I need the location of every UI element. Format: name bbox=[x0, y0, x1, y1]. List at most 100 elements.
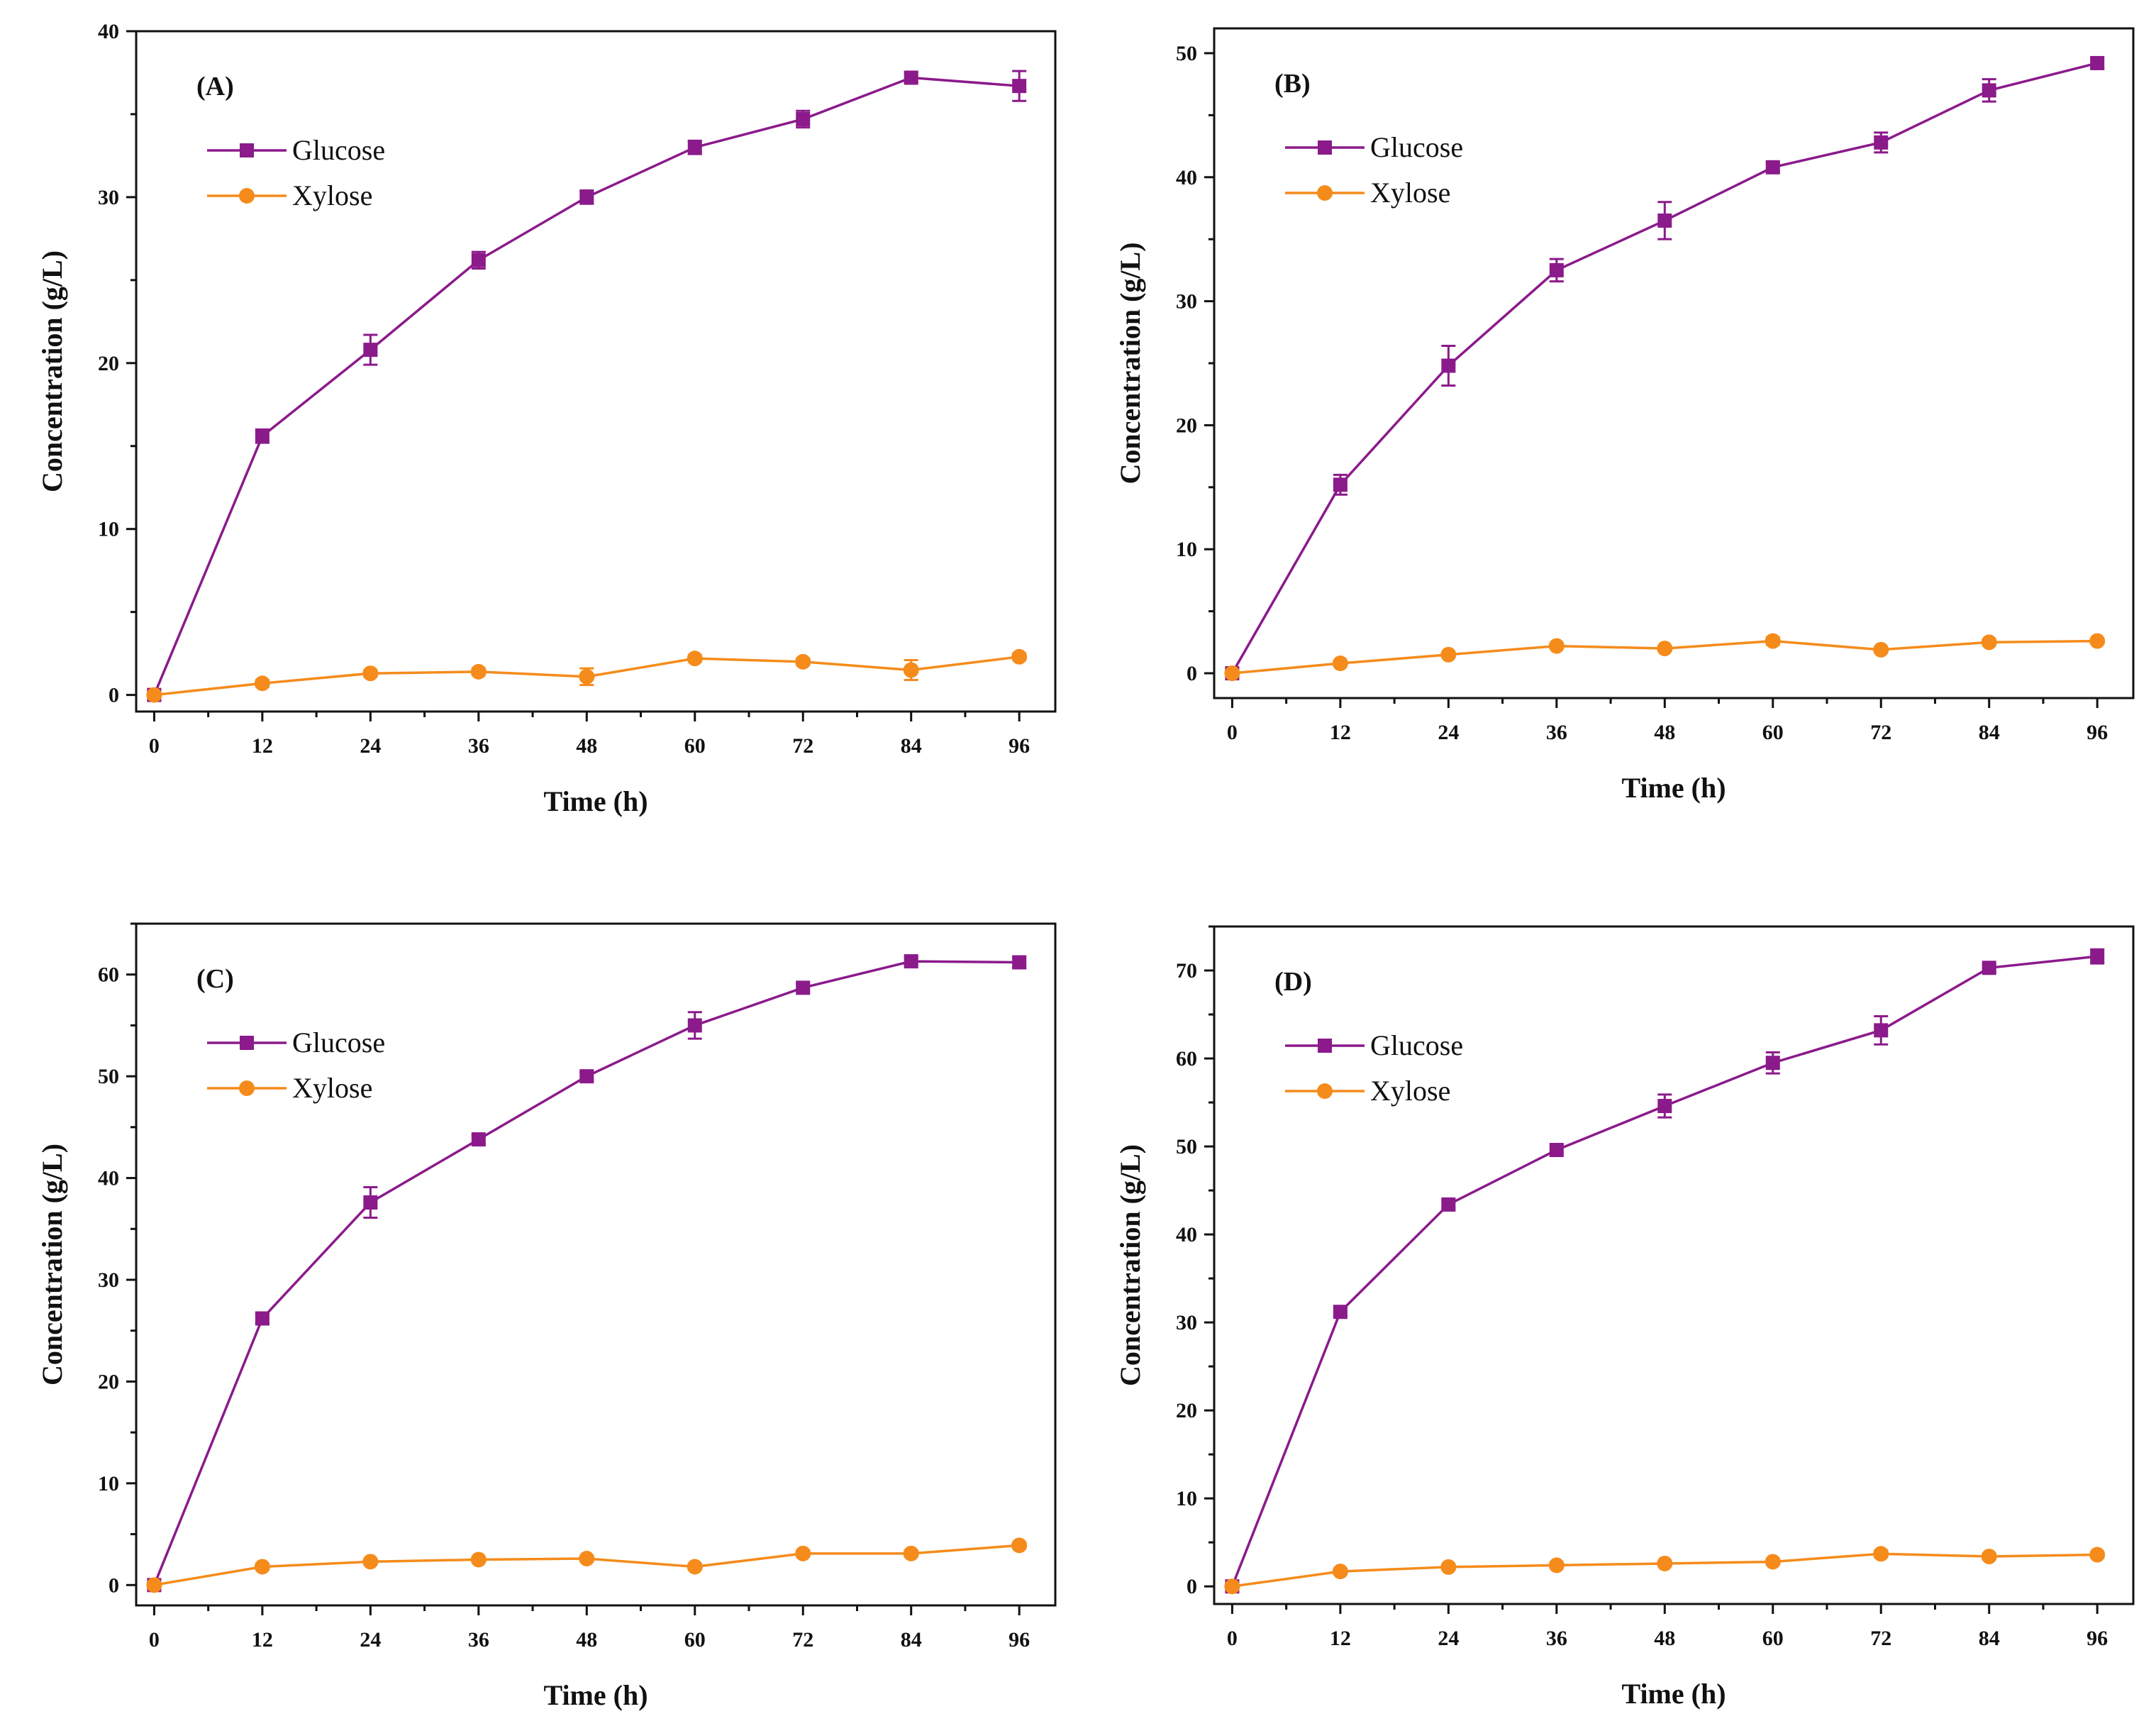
data-point bbox=[1441, 1197, 1456, 1212]
data-point bbox=[1224, 1578, 1240, 1595]
data-point bbox=[904, 70, 918, 85]
y-tick-label: 50 bbox=[1176, 1135, 1197, 1158]
y-tick-label: 20 bbox=[98, 352, 119, 375]
y-tick-label: 20 bbox=[1176, 414, 1197, 437]
x-tick-label: 36 bbox=[468, 1628, 489, 1652]
y-tick-label: 30 bbox=[1176, 290, 1197, 314]
data-point bbox=[1333, 1305, 1348, 1320]
x-axis-title: Time (h) bbox=[543, 785, 648, 817]
data-point bbox=[903, 662, 919, 678]
legend: Glucose Xylose bbox=[1285, 131, 1463, 209]
data-point bbox=[1765, 160, 1780, 175]
data-point bbox=[470, 1551, 487, 1568]
data-point bbox=[1657, 641, 1673, 657]
x-tick-label: 84 bbox=[1979, 721, 2000, 744]
data-point bbox=[255, 428, 270, 443]
data-point bbox=[1874, 135, 1889, 150]
legend-marker bbox=[1317, 1083, 1333, 1099]
x-tick-label: 48 bbox=[1654, 1627, 1675, 1650]
data-point bbox=[795, 1545, 811, 1561]
plot-frame bbox=[135, 922, 1057, 1607]
x-tick-label: 72 bbox=[792, 1628, 813, 1652]
y-tick-label: 0 bbox=[1187, 1575, 1197, 1598]
series-line bbox=[1230, 62, 2098, 674]
data-point bbox=[1765, 1056, 1780, 1071]
legend-label: Xylose bbox=[292, 1072, 372, 1104]
legend-marker bbox=[1318, 1039, 1332, 1053]
data-point bbox=[687, 1559, 703, 1575]
data-point bbox=[579, 189, 594, 204]
x-tick-label: 0 bbox=[149, 734, 160, 758]
x-tick-label: 84 bbox=[901, 734, 922, 758]
y-tick-label: 10 bbox=[98, 518, 119, 541]
legend-label: Xylose bbox=[1370, 177, 1450, 209]
legend-label: Glucose bbox=[1370, 131, 1463, 163]
series-glucose bbox=[1225, 55, 2105, 681]
y-axis-title: Concentration (g/L) bbox=[1114, 242, 1146, 484]
data-point bbox=[579, 1069, 594, 1084]
data-point bbox=[579, 668, 595, 685]
y-tick-label: 30 bbox=[98, 1268, 119, 1292]
y-tick-label: 40 bbox=[98, 20, 119, 43]
data-point bbox=[1548, 638, 1565, 654]
data-point bbox=[146, 1577, 162, 1593]
data-point bbox=[2090, 949, 2105, 964]
data-point bbox=[1657, 213, 1672, 228]
legend-marker bbox=[240, 1036, 254, 1050]
data-point bbox=[687, 651, 703, 667]
y-tick-label: 20 bbox=[98, 1370, 119, 1393]
y-tick-label: 20 bbox=[1176, 1399, 1197, 1422]
y-tick-label: 10 bbox=[1176, 1487, 1197, 1510]
data-point bbox=[1332, 1564, 1348, 1580]
legend-marker bbox=[240, 143, 254, 157]
legend-label: Xylose bbox=[292, 179, 372, 211]
y-tick-label: 40 bbox=[98, 1167, 119, 1190]
data-point bbox=[796, 980, 811, 995]
data-point bbox=[470, 663, 487, 680]
series-xylose bbox=[1224, 633, 2106, 682]
y-tick-label: 0 bbox=[1187, 662, 1197, 685]
data-point bbox=[1982, 961, 1996, 975]
series-xylose bbox=[146, 648, 1028, 703]
x-tick-label: 0 bbox=[1227, 1627, 1238, 1650]
data-point bbox=[471, 253, 486, 267]
x-tick-label: 84 bbox=[901, 1628, 922, 1652]
series-glucose bbox=[147, 70, 1027, 702]
data-point bbox=[1011, 1537, 1028, 1554]
y-tick-label: 30 bbox=[1176, 1311, 1197, 1334]
data-point bbox=[1874, 1023, 1889, 1038]
legend-marker bbox=[239, 1080, 255, 1096]
data-point bbox=[579, 1551, 595, 1567]
x-tick-label: 96 bbox=[2086, 721, 2108, 744]
data-point bbox=[1224, 665, 1240, 682]
legend-label: Glucose bbox=[292, 134, 385, 166]
x-tick-label: 36 bbox=[1546, 1627, 1567, 1650]
series-xylose bbox=[1224, 1546, 2106, 1595]
plot-frame bbox=[135, 30, 1057, 713]
data-point bbox=[1548, 1557, 1565, 1573]
chart-panel-b: 0 12 24 36 48 60 72 84 96 0 10 20 30 40 50 Time (h) Conc… bbox=[1114, 27, 2135, 804]
y-tick-label: 60 bbox=[1176, 1047, 1197, 1071]
data-point bbox=[1765, 1554, 1781, 1570]
chart-panel-a: 0 12 24 36 48 60 72 84 96 0 10 20 30 40 Time (h) Concen… bbox=[36, 20, 1057, 817]
x-tick-label: 96 bbox=[1008, 1628, 1030, 1652]
legend: Glucose Xylose bbox=[1285, 1029, 1463, 1107]
x-tick-label: 60 bbox=[1762, 721, 1784, 744]
series-line bbox=[1230, 955, 2098, 1587]
x-tick-label: 60 bbox=[1762, 1627, 1784, 1650]
legend: Glucose Xylose bbox=[207, 134, 385, 211]
legend-label: Glucose bbox=[292, 1027, 385, 1058]
data-point bbox=[1440, 1559, 1457, 1575]
legend-marker bbox=[239, 188, 255, 204]
data-point bbox=[471, 1132, 486, 1147]
data-point bbox=[1657, 1555, 1673, 1571]
x-tick-label: 96 bbox=[2086, 1627, 2108, 1650]
y-tick-label: 70 bbox=[1176, 959, 1197, 983]
data-point bbox=[2089, 633, 2106, 649]
x-tick-label: 24 bbox=[1438, 1627, 1459, 1650]
y-tick-label: 0 bbox=[109, 1573, 119, 1597]
x-tick-label: 60 bbox=[684, 1628, 706, 1652]
x-tick-label: 36 bbox=[1546, 721, 1567, 744]
series-glucose bbox=[1225, 948, 2105, 1594]
data-point bbox=[254, 1559, 270, 1575]
